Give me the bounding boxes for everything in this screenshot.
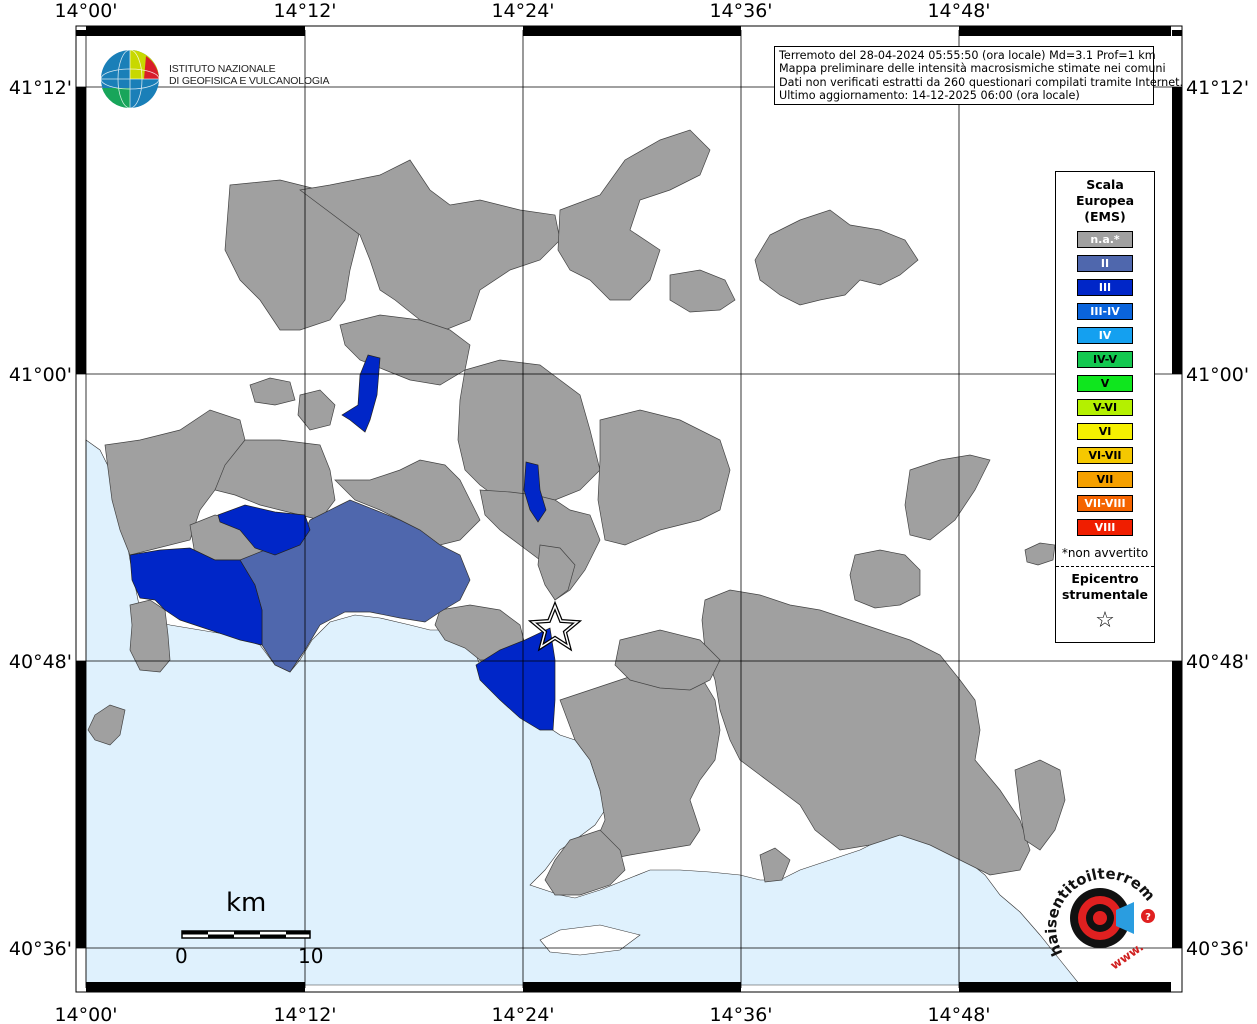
scale-end-label: 10 — [298, 944, 324, 968]
scale-unit: km — [226, 888, 267, 918]
left-lat-label: 40°36' — [9, 938, 72, 960]
legend-swatch: V-VI — [1077, 399, 1133, 416]
event-info-line: Mappa preliminare delle intensità macros… — [779, 62, 1166, 76]
ingv-logo: ISTITUTO NAZIONALE DI GEOFISICA E VULCAN… — [100, 48, 330, 110]
scale-bar: km 0 10 — [170, 888, 330, 968]
legend-epicenter-label: Epicentro strumentale — [1056, 571, 1154, 603]
legend-title-line: (EMS) — [1084, 209, 1126, 224]
municipalities-na — [87, 129, 1066, 896]
top-lon-label: 14°24' — [491, 0, 554, 22]
logo-line-1: ISTITUTO NAZIONALE — [169, 63, 276, 75]
legend-swatch: V — [1077, 375, 1133, 392]
svg-text:?: ? — [1145, 912, 1151, 923]
legend-swatch: III-IV — [1077, 303, 1133, 320]
right-lat-label: 41°12' — [1186, 77, 1249, 99]
event-info-box: Terremoto del 28-04-2024 05:55:50 (ora l… — [774, 46, 1184, 106]
event-info-line: Ultimo aggiornamento: 14-12-2025 06:00 (… — [779, 88, 1080, 102]
axis-labels: 14°00' 14°12' 14°24' 14°36' 14°48' 14°00… — [9, 0, 1249, 1024]
bottom-lon-label: 14°12' — [273, 1004, 336, 1024]
left-lat-label: 41°00' — [9, 364, 72, 386]
scale-bar-graphic — [181, 930, 311, 939]
top-lon-label: 14°36' — [709, 0, 772, 22]
legend-swatch: VIII — [1077, 519, 1133, 536]
map-frame — [75, 25, 1183, 993]
logo-line-2: DI GEOFISICA E VULCANOLOGIA — [169, 75, 330, 87]
legend-swatch: IV-V — [1077, 351, 1133, 368]
scale-start-label: 0 — [175, 944, 188, 968]
event-info-line: Terremoto del 28-04-2024 05:55:50 (ora l… — [779, 49, 1156, 62]
right-lat-label: 41°00' — [1186, 364, 1249, 386]
legend-title: Scala Europea (EMS) — [1056, 177, 1154, 225]
legend-swatch: II — [1077, 255, 1133, 272]
right-lat-label: 40°48' — [1186, 651, 1249, 673]
bottom-lon-label: 14°48' — [927, 1004, 990, 1024]
left-lat-label: 41°12' — [9, 77, 72, 99]
bottom-lon-label: 14°24' — [491, 1004, 554, 1024]
legend-swatch: VI-VII — [1077, 447, 1133, 464]
top-lon-label: 14°48' — [927, 0, 990, 22]
question-icon — [1141, 909, 1155, 923]
legend-swatch: VI — [1077, 423, 1133, 440]
star-icon: ☆ — [1095, 608, 1115, 633]
legend-swatch: VII — [1077, 471, 1133, 488]
bottom-lon-label: 14°36' — [709, 1004, 772, 1024]
right-lat-label: 40°36' — [1186, 938, 1249, 960]
legend-swatch: VII-VIII — [1077, 495, 1133, 512]
bottom-lon-label: 14°00' — [54, 1004, 117, 1024]
legend-note: *non avvertito — [1061, 546, 1149, 560]
legend-swatch: IV — [1077, 327, 1133, 344]
legend-epicenter-line: strumentale — [1061, 587, 1149, 602]
legend-swatch-list: n.a.* II III III-IV IV IV-V V V-VI VI VI-VII VII VI… — [1056, 231, 1154, 536]
legend-epicenter-line: Epicentro — [1071, 571, 1139, 586]
top-lon-label: 14°00' — [54, 0, 117, 22]
island — [539, 924, 641, 956]
left-lat-label: 40°48' — [9, 651, 72, 673]
event-info-line: Dati non verificati estratti da 260 ques… — [779, 75, 1184, 89]
ems-legend: Scala Europea (EMS) n.a.* II III III-IV IV IV… — [1055, 171, 1155, 643]
legend-swatch: n.a.* — [1077, 231, 1133, 248]
legend-title-line: Europea — [1075, 193, 1135, 208]
globe-icon — [100, 49, 160, 109]
legend-divider — [1056, 566, 1154, 567]
legend-swatch: III — [1077, 279, 1133, 296]
legend-title-line: Scala — [1086, 177, 1124, 192]
haisentito-badge[interactable]: ? haisentitoilterremoto.it www. — [1038, 858, 1168, 978]
top-lon-label: 14°12' — [273, 0, 336, 22]
